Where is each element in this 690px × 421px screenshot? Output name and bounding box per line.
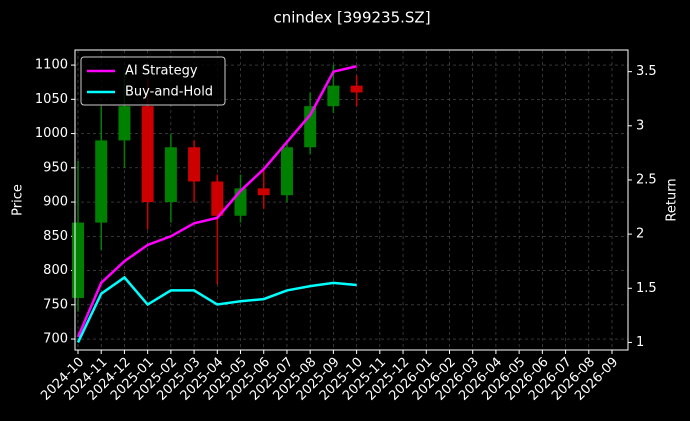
y-tick-label: 700 (43, 332, 68, 347)
y-tick-label: 850 (43, 229, 68, 244)
return-line (76, 275, 357, 343)
candle-body (304, 106, 317, 148)
candle-body (211, 181, 224, 216)
chart-title: cnindex [399235.SZ] (273, 9, 430, 27)
y-tick-label: 900 (43, 195, 68, 210)
y2-tick-label: 1.5 (636, 281, 657, 296)
y-tick-label: 1050 (35, 92, 68, 107)
candle-body (118, 106, 131, 141)
plot-frame (74, 49, 629, 351)
candle-body (188, 147, 201, 182)
legend-label: AI Strategy (125, 64, 198, 79)
y2-tick-label: 2 (636, 227, 644, 242)
y2-tick-label: 3.5 (636, 64, 657, 79)
y2-tick-label: 1 (636, 335, 644, 350)
y-tick-label: 1000 (35, 126, 68, 141)
return-line (76, 65, 357, 338)
candle-body (327, 85, 340, 107)
y-tick-label: 950 (43, 160, 68, 175)
candle-body (350, 85, 363, 93)
candle-body (164, 147, 177, 203)
candle-body (72, 222, 84, 298)
y-tick-label: 1100 (35, 58, 68, 73)
legend-label: Buy-and-Hold (125, 85, 213, 100)
legend-box (80, 56, 226, 106)
y2-axis-label: Return (665, 178, 680, 221)
candle-body (257, 188, 270, 196)
y-axis-label: Price (11, 184, 26, 216)
candle-body (280, 147, 293, 196)
y2-tick-label: 2.5 (636, 172, 657, 187)
y-tick-label: 800 (43, 263, 68, 278)
candle-body (95, 140, 108, 223)
y2-tick-label: 3 (636, 118, 644, 133)
candle-body (141, 106, 154, 203)
y-tick-label: 750 (43, 297, 68, 312)
